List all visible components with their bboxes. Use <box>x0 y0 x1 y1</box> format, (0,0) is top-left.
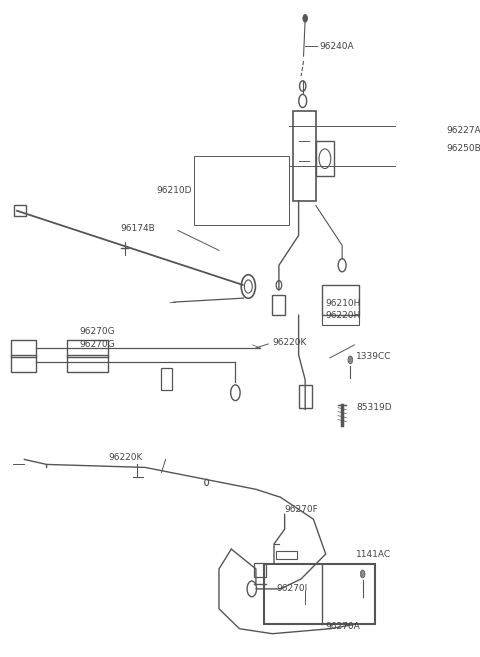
Bar <box>67 340 108 357</box>
Bar <box>322 285 359 315</box>
Bar <box>293 111 316 200</box>
Text: 1339CC: 1339CC <box>356 352 392 361</box>
Text: 96270G: 96270G <box>79 327 115 336</box>
Circle shape <box>360 570 365 578</box>
Text: 96210H: 96210H <box>326 299 361 307</box>
Text: 96270G: 96270G <box>79 340 115 350</box>
Text: 96227A: 96227A <box>447 126 480 135</box>
Bar <box>194 156 289 225</box>
Bar <box>254 562 266 577</box>
Bar <box>67 355 108 372</box>
Text: 96210D: 96210D <box>157 186 192 195</box>
Bar <box>316 141 334 175</box>
Bar <box>322 315 359 325</box>
Bar <box>299 385 312 407</box>
Text: 96174B: 96174B <box>120 224 155 233</box>
Text: 96270F: 96270F <box>285 505 318 514</box>
Bar <box>11 355 36 372</box>
Circle shape <box>303 14 308 22</box>
Bar <box>272 295 286 315</box>
Bar <box>264 564 375 623</box>
Text: 96240A: 96240A <box>320 41 354 51</box>
Text: 96220H: 96220H <box>326 311 361 319</box>
Text: 96270I: 96270I <box>276 584 308 593</box>
Bar <box>161 368 172 390</box>
Text: 96220K: 96220K <box>272 338 307 348</box>
Text: 96270A: 96270A <box>326 622 360 631</box>
Bar <box>11 340 36 357</box>
Text: 85319D: 85319D <box>356 403 392 412</box>
Text: 96250B: 96250B <box>447 145 480 153</box>
Circle shape <box>348 356 353 364</box>
Bar <box>276 551 297 559</box>
Text: 1141AC: 1141AC <box>356 549 391 558</box>
Bar <box>14 205 26 215</box>
Text: 96220K: 96220K <box>108 453 143 462</box>
